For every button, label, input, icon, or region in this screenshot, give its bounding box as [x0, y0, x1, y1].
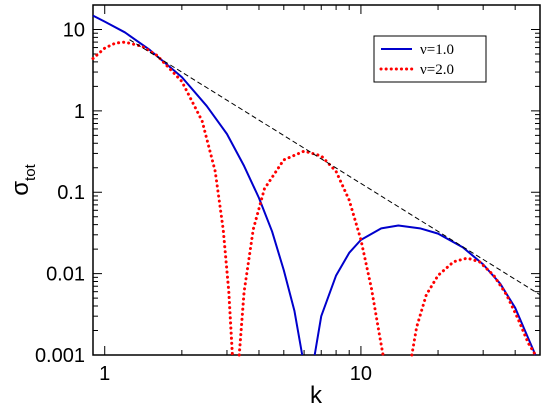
legend-box	[373, 35, 487, 83]
x-axis-label: k	[310, 382, 323, 409]
series-line-1	[313, 224, 537, 356]
legend-label: ν=2.0	[420, 62, 454, 78]
series-line-4	[410, 256, 537, 357]
tick-labels: 1 10 0.001 0.01 0.1 1 10	[35, 19, 372, 385]
x-tick-label: 1	[99, 363, 110, 385]
axis-ticks	[92, 4, 541, 356]
y-tick-label: 0.01	[46, 264, 85, 286]
plot-frame	[92, 4, 541, 356]
series-line-2	[91, 40, 234, 357]
svg-text:σtot: σtot	[7, 163, 39, 195]
legend-label: ν=1.0	[420, 42, 454, 58]
y-axis-label-subscript: tot	[22, 163, 39, 181]
series-line-3	[237, 149, 385, 357]
y-axis-label: σtot	[7, 163, 39, 195]
y-tick-label: 1	[74, 101, 85, 123]
series-layer	[91, 14, 541, 357]
y-tick-label: 0.001	[35, 345, 85, 367]
legend: ν=1.0 ν=2.0	[379, 42, 454, 78]
series-line-0	[92, 14, 304, 356]
reference-dashed-line	[129, 39, 541, 296]
x-tick-label: 10	[350, 363, 372, 385]
y-tick-label: 0.1	[57, 182, 85, 204]
y-axis-label-symbol: σ	[7, 181, 34, 196]
y-tick-label: 10	[63, 19, 85, 41]
